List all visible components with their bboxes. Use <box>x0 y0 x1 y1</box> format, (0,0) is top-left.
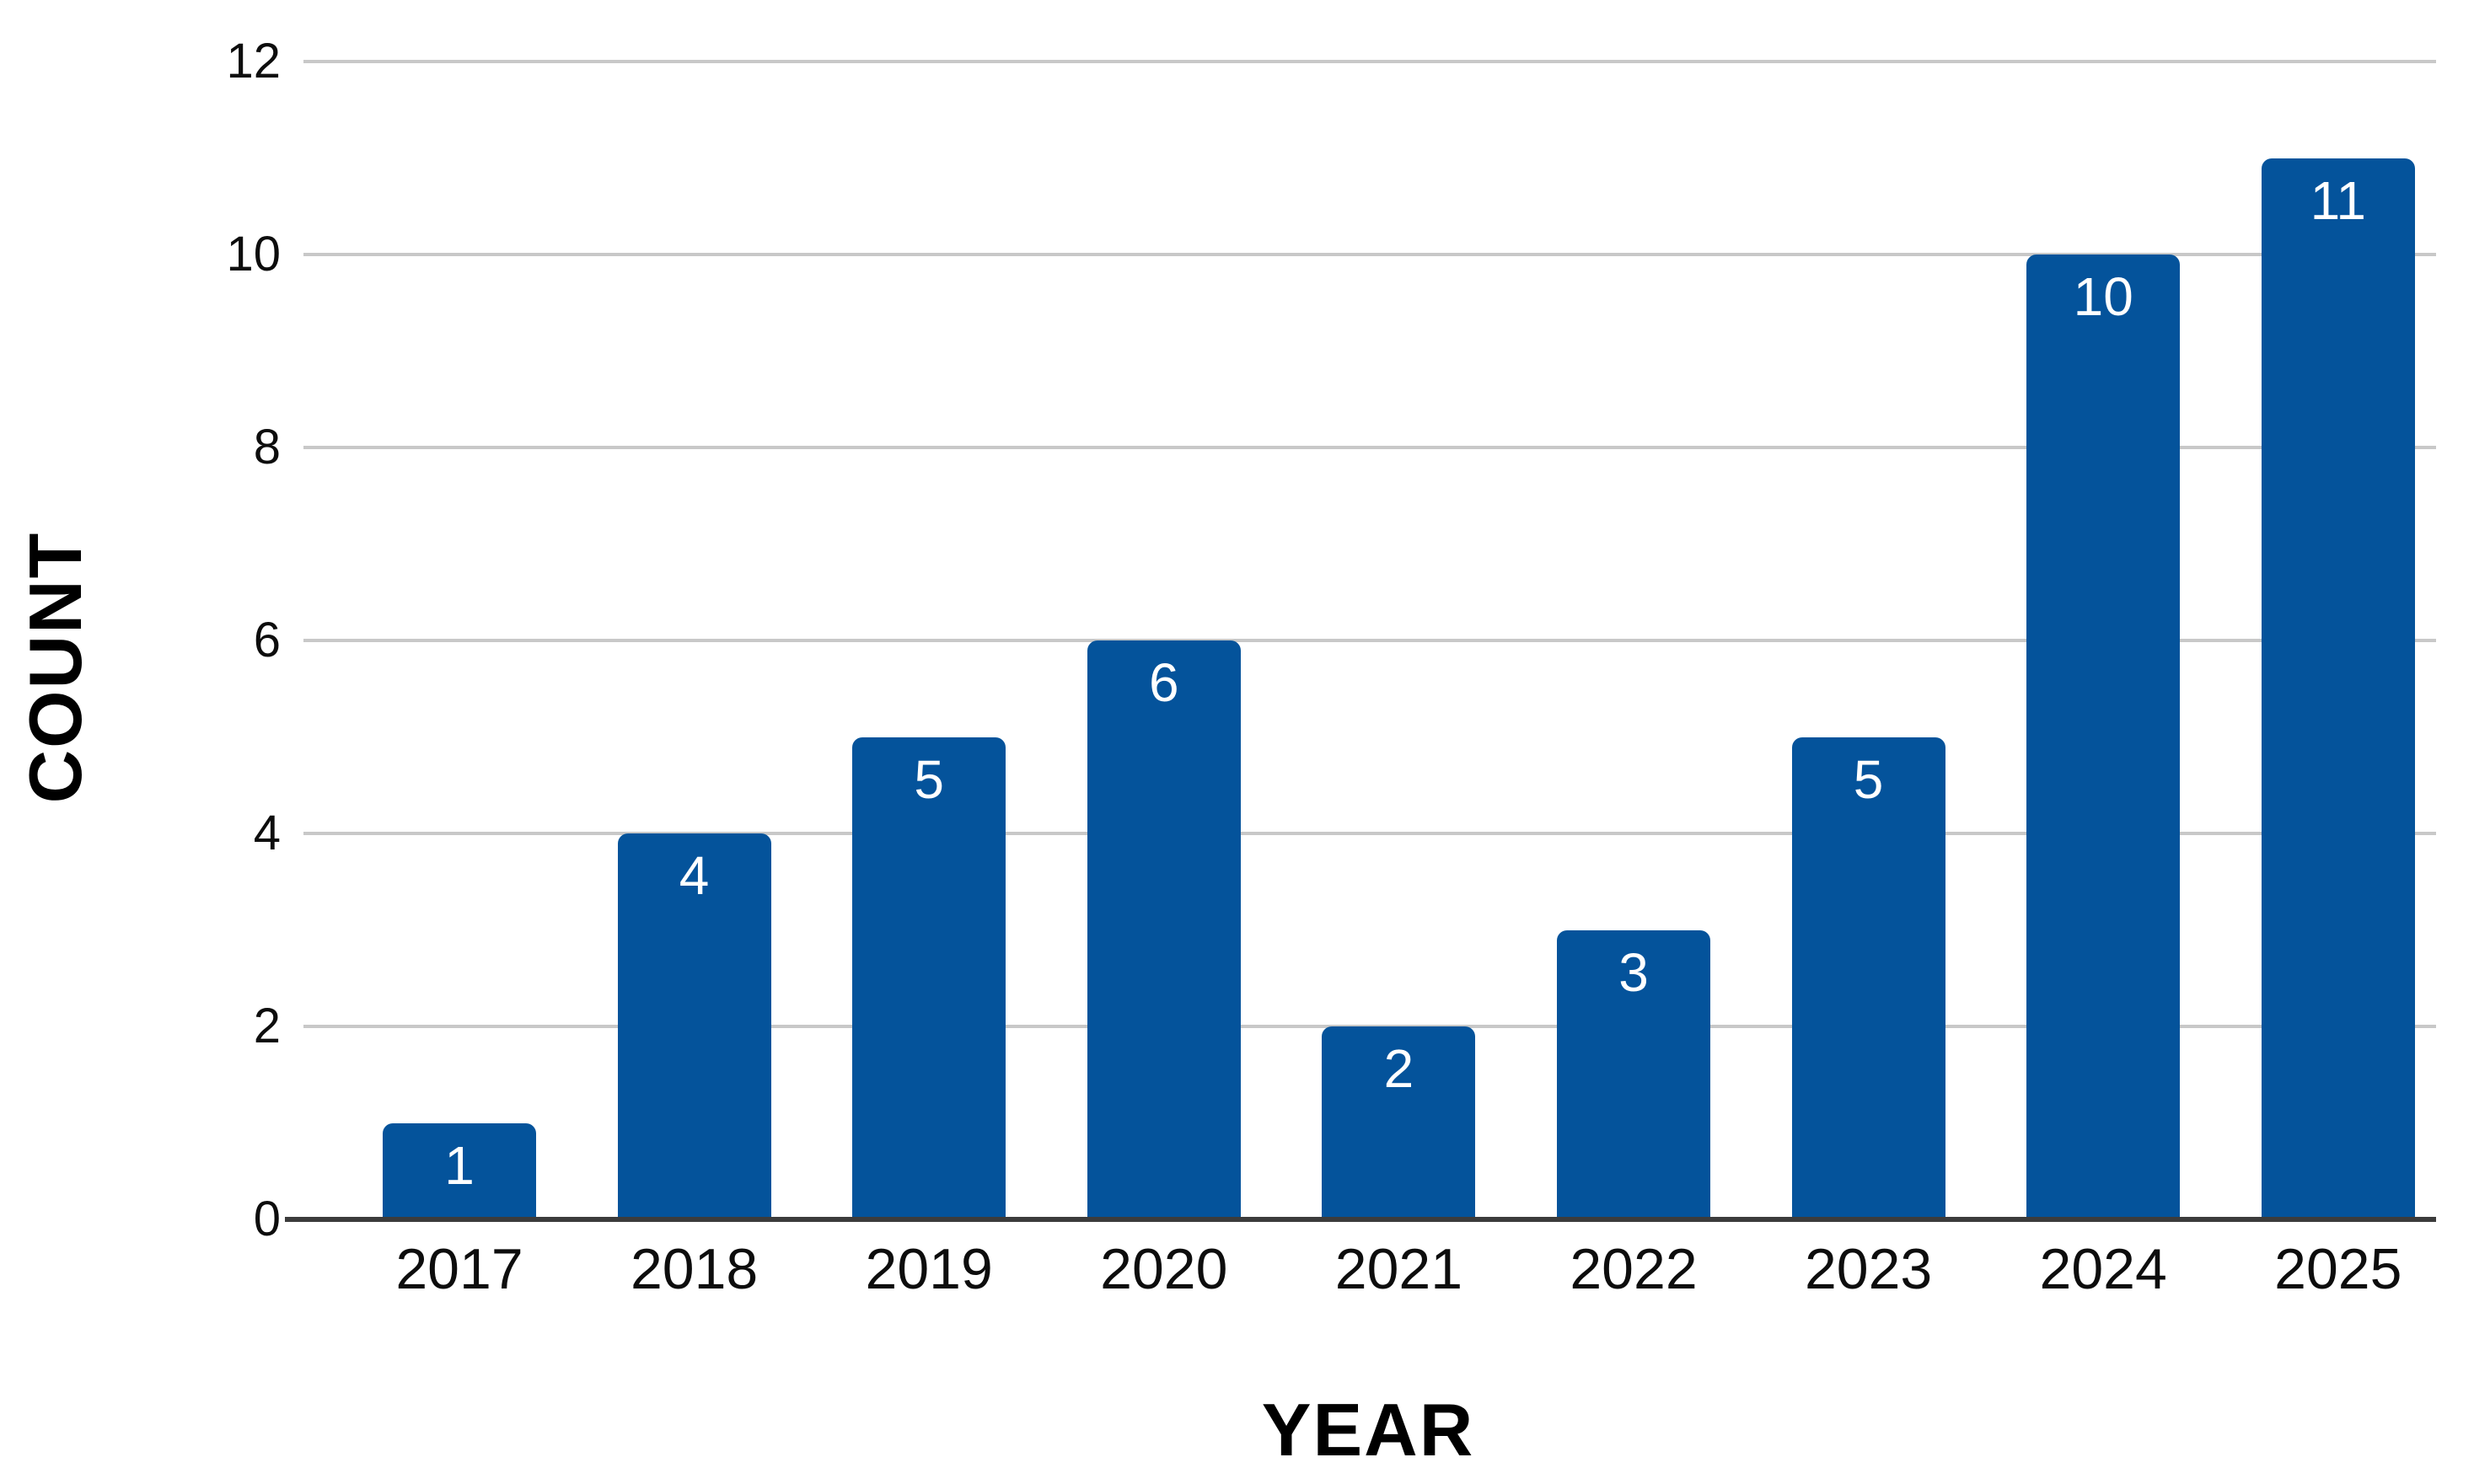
gridline <box>303 639 2436 642</box>
bar: 5 <box>852 737 1006 1219</box>
bar-value-label: 5 <box>1853 748 1884 810</box>
bar-value-label: 11 <box>2310 169 2367 231</box>
x-tick-label: 2018 <box>630 1237 759 1301</box>
x-tick-label: 2022 <box>1570 1237 1698 1301</box>
bar: 1 <box>383 1122 536 1219</box>
bar-value-label: 3 <box>1618 941 1649 1003</box>
y-tick-label: 10 <box>226 227 281 281</box>
x-tick-label: 2023 <box>1804 1237 1933 1301</box>
x-axis-title: YEAR <box>1261 1388 1475 1471</box>
y-tick-label: 0 <box>253 1192 281 1246</box>
bar: 10 <box>2026 254 2181 1219</box>
gridline <box>303 60 2436 63</box>
gridline <box>303 253 2436 256</box>
bar-value-label: 2 <box>1383 1038 1414 1099</box>
x-tick-label: 2019 <box>865 1237 993 1301</box>
x-tick-label: 2025 <box>2274 1237 2402 1301</box>
x-tick-label: 2020 <box>1100 1237 1228 1301</box>
y-tick-label: 4 <box>253 806 281 860</box>
y-tick-label: 12 <box>226 34 281 88</box>
bar: 6 <box>1087 640 1241 1219</box>
bar-value-label: 4 <box>679 845 710 906</box>
x-tick-label: 2017 <box>395 1237 523 1301</box>
bar: 4 <box>617 833 771 1219</box>
x-axis-line <box>285 1217 2436 1222</box>
y-tick-label: 8 <box>253 420 281 474</box>
y-tick-label: 2 <box>253 999 281 1053</box>
bar-value-label: 6 <box>1149 652 1179 713</box>
bar: 2 <box>1322 1026 1476 1219</box>
x-tick-label: 2021 <box>1334 1237 1463 1301</box>
bar-value-label: 5 <box>914 748 944 810</box>
bar: 3 <box>1557 930 1710 1219</box>
gridline <box>303 832 2436 835</box>
bar-value-label: 1 <box>444 1134 475 1196</box>
gridline <box>303 446 2436 449</box>
bar: 5 <box>1791 737 1945 1219</box>
bar-value-label: 10 <box>2073 266 2133 327</box>
y-tick-label: 6 <box>253 613 281 667</box>
bar: 11 <box>2261 158 2415 1219</box>
x-tick-label: 2024 <box>2039 1237 2167 1301</box>
